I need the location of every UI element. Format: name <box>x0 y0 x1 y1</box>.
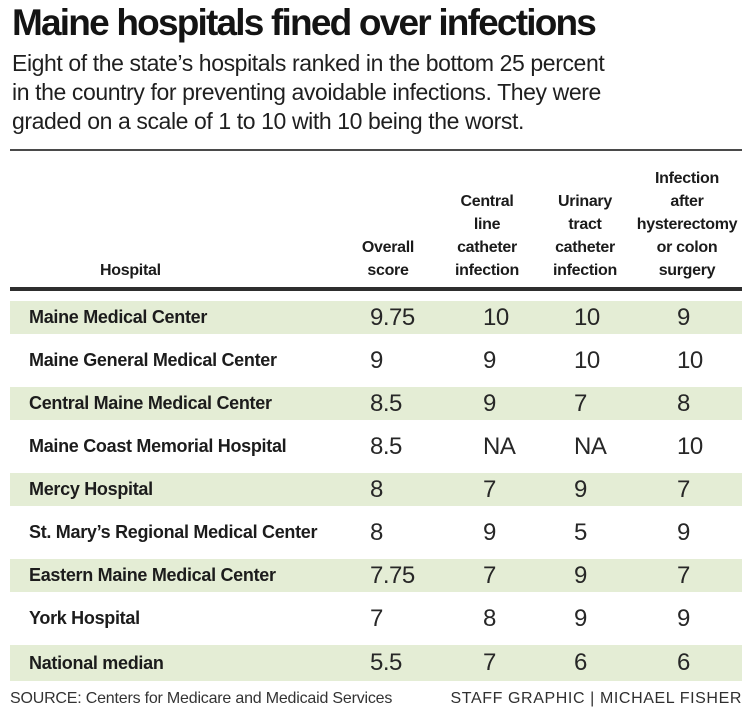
hospital-name: Maine Coast Memorial Hospital <box>29 436 287 456</box>
table-header: Hospital Overall score Central line cath… <box>10 150 742 285</box>
infection-after-value: 6 <box>677 649 690 676</box>
subtitle: Eight of the state’s hospitals ranked in… <box>12 49 742 136</box>
hospital-name: Central Maine Medical Center <box>29 393 272 413</box>
table-row: York Hospital 7 8 9 9 <box>10 597 742 640</box>
header-divider <box>10 287 742 291</box>
central-line-value: 7 <box>483 475 496 503</box>
infection-after-value: 10 <box>677 432 703 460</box>
infection-after-value: 8 <box>677 389 690 417</box>
hospital-name: Eastern Maine Medical Center <box>29 565 276 585</box>
table-row: Eastern Maine Medical Center 7.75 7 9 7 <box>10 554 742 597</box>
hospital-name: Maine Medical Center <box>29 307 208 327</box>
overall-score-value: 9 <box>370 346 383 374</box>
hospital-name: York Hospital <box>29 608 140 628</box>
table-row: Maine Coast Memorial Hospital 8.5 NA NA … <box>10 425 742 468</box>
source-credit: SOURCE: Centers for Medicare and Medicai… <box>10 690 393 707</box>
hospital-name: National median <box>29 652 164 673</box>
central-line-value: 9 <box>483 389 496 417</box>
infection-after-value: 7 <box>677 561 690 589</box>
overall-score-value: 9.75 <box>370 303 415 331</box>
overall-score-value: 7 <box>370 604 383 632</box>
column-header-urinary-tract: Urinary tract catheter infection <box>553 193 617 279</box>
overall-score-value: 8 <box>370 475 383 503</box>
table-row: National median 5.5 7 6 6 <box>10 640 742 686</box>
central-line-value: NA <box>483 432 516 460</box>
subtitle-line-2: in the country for preventing avoidable … <box>12 79 601 105</box>
column-header-overall-score: Overall score <box>361 239 415 279</box>
hospital-name: Mercy Hospital <box>29 479 153 499</box>
urinary-tract-value: 10 <box>574 303 600 331</box>
urinary-tract-value: 9 <box>574 604 587 632</box>
staff-graphic-credit: STAFF GRAPHIC | MICHAEL FISHER <box>450 690 742 707</box>
urinary-tract-value: 9 <box>574 561 587 589</box>
infection-after-value: 9 <box>677 303 690 331</box>
infection-after-value: 9 <box>677 518 690 546</box>
central-line-value: 9 <box>483 346 496 374</box>
urinary-tract-value: 7 <box>574 389 587 417</box>
infection-after-value: 10 <box>677 346 703 374</box>
column-header-central-line: Central line catheter infection <box>455 193 519 279</box>
urinary-tract-value: 10 <box>574 346 600 374</box>
overall-score-value: 5.5 <box>370 649 402 676</box>
top-divider <box>10 149 742 151</box>
column-header-hospital: Hospital <box>100 262 161 279</box>
table-row: Mercy Hospital 8 7 9 7 <box>10 468 742 511</box>
overall-score-value: 7.75 <box>370 561 415 589</box>
urinary-tract-value: NA <box>574 432 607 460</box>
central-line-value: 7 <box>483 561 496 589</box>
overall-score-value: 8 <box>370 518 383 546</box>
table-row: Central Maine Medical Center 8.5 9 7 8 <box>10 382 742 425</box>
infection-after-value: 7 <box>677 475 690 503</box>
subtitle-line-1: Eight of the state’s hospitals ranked in… <box>12 50 605 76</box>
table-body: Maine Medical Center 9.75 10 10 9 Maine … <box>10 296 742 686</box>
footer: SOURCE: Centers for Medicare and Medicai… <box>10 690 742 708</box>
infection-after-value: 9 <box>677 604 690 632</box>
column-header-infection-after: Infection after hysterectomy or colon su… <box>636 170 738 279</box>
overall-score-value: 8.5 <box>370 389 402 417</box>
hospital-name: St. Mary’s Regional Medical Center <box>29 522 318 542</box>
overall-score-value: 8.5 <box>370 432 402 460</box>
urinary-tract-value: 9 <box>574 475 587 503</box>
subtitle-line-3: graded on a scale of 1 to 10 with 10 bei… <box>12 108 524 134</box>
urinary-tract-value: 6 <box>574 649 587 676</box>
table-row: Maine General Medical Center 9 9 10 10 <box>10 339 742 382</box>
central-line-value: 9 <box>483 518 496 546</box>
central-line-value: 10 <box>483 303 509 331</box>
hospital-name: Maine General Medical Center <box>29 350 277 370</box>
urinary-tract-value: 5 <box>574 518 587 546</box>
table-row: St. Mary’s Regional Medical Center 8 9 5… <box>10 511 742 554</box>
central-line-value: 8 <box>483 604 496 632</box>
central-line-value: 7 <box>483 649 496 676</box>
page-title: Maine hospitals fined over infections <box>12 2 597 43</box>
table-row: Maine Medical Center 9.75 10 10 9 <box>10 296 742 339</box>
